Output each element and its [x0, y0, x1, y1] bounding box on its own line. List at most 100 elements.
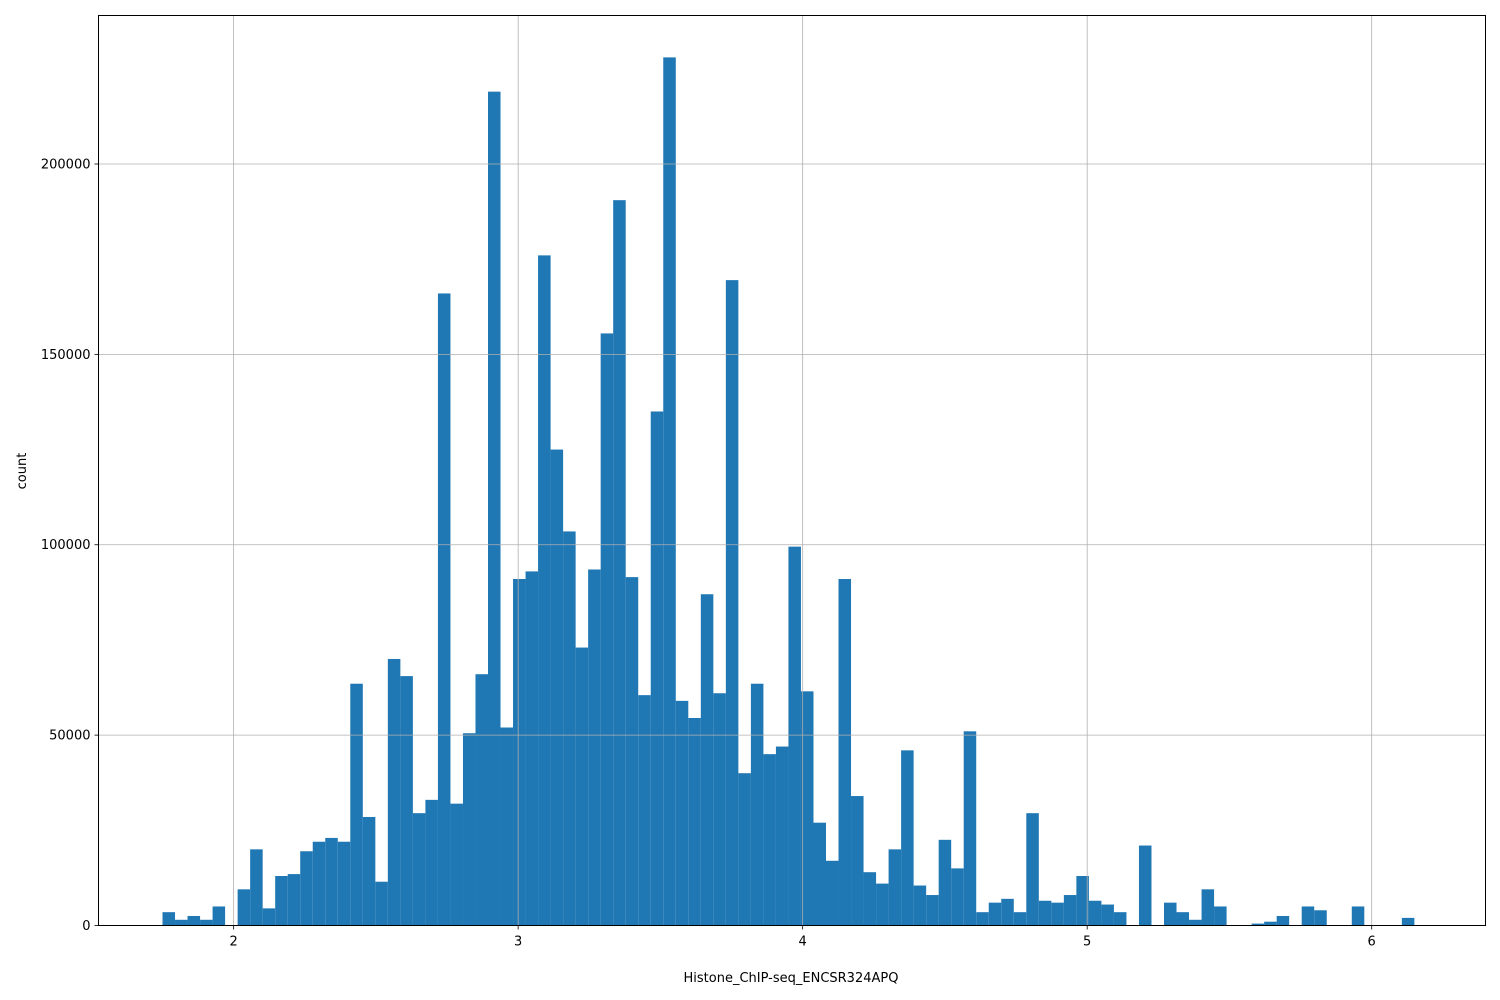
histogram-bar: [162, 912, 176, 926]
histogram-bar: [1138, 845, 1152, 926]
histogram-bar: [1314, 910, 1327, 926]
histogram-bar: [1251, 923, 1265, 926]
histogram-bar: [275, 876, 288, 926]
histogram-bar: [1164, 902, 1177, 926]
histogram-bar: [437, 293, 451, 926]
histogram-bar: [1026, 813, 1039, 926]
histogram-bar: [200, 919, 213, 926]
histogram-bar: [1264, 921, 1277, 926]
histogram-bar: [1113, 912, 1127, 926]
histogram-bar: [988, 902, 1002, 926]
histogram-bar: [813, 822, 826, 926]
histogram-bar: [400, 676, 413, 926]
histogram-bar: [675, 700, 689, 926]
plot-frame: [98, 15, 1486, 926]
histogram-bar: [1301, 906, 1315, 926]
histogram-bar: [750, 683, 764, 926]
histogram-bar: [863, 872, 877, 926]
histogram-bar: [1214, 906, 1227, 926]
y-tick-label: 50000: [49, 729, 90, 744]
histogram-bar: [362, 816, 376, 926]
y-tick-label: 150000: [41, 348, 91, 363]
histogram-bar: [963, 731, 977, 926]
histogram-bar: [638, 695, 651, 926]
histogram-bar: [337, 841, 351, 926]
histogram-bar: [876, 883, 889, 926]
histogram-bar: [1001, 898, 1014, 926]
histogram-bar: [462, 733, 476, 926]
histogram-bar: [926, 895, 939, 926]
histogram-bar: [901, 750, 914, 926]
histogram-bar: [613, 200, 626, 926]
histogram-bar: [951, 868, 964, 926]
histogram-bar: [650, 411, 664, 926]
histogram-bar: [287, 874, 301, 926]
histogram-bar: [237, 889, 251, 926]
histogram-bar: [312, 841, 326, 926]
histogram-bar: [487, 91, 501, 926]
x-axis-label: Histone_ChIP-seq_ENCSR324APQ: [684, 971, 899, 986]
histogram-bar: [713, 693, 726, 926]
histogram-bar: [1063, 895, 1077, 926]
histogram-bar: [738, 773, 751, 926]
histogram-bar: [976, 912, 989, 926]
histogram-bar: [450, 803, 463, 926]
histogram-bar: [563, 531, 576, 926]
x-tick-label: 3: [514, 935, 522, 950]
histogram-bar: [1401, 917, 1415, 926]
histogram-bar: [1038, 900, 1052, 926]
histogram-bar: [800, 691, 814, 926]
histogram-bar: [187, 915, 201, 926]
histogram-bar: [575, 647, 589, 926]
histogram-bar: [913, 885, 927, 926]
x-tick-label: 6: [1368, 935, 1376, 950]
histogram-bar: [1351, 906, 1365, 926]
histogram-bar: [938, 839, 952, 926]
histogram-bar: [888, 849, 902, 926]
y-tick-label: 200000: [41, 157, 91, 172]
histogram-bar: [475, 674, 488, 926]
histogram-bar: [525, 571, 539, 926]
histogram-bar: [838, 579, 852, 926]
histogram-bar: [250, 849, 263, 926]
histogram-bar: [425, 799, 438, 926]
grid-lines: [98, 15, 1486, 926]
histogram-bar: [412, 813, 426, 926]
histogram-bars: [162, 57, 1415, 926]
x-tick-label: 2: [230, 935, 238, 950]
histogram-bar: [212, 906, 226, 926]
histogram-bar: [825, 860, 839, 926]
histogram-bar: [1088, 900, 1102, 926]
histogram-bar: [1051, 902, 1064, 926]
histogram-bar: [1076, 876, 1089, 926]
histogram-bar: [775, 746, 789, 926]
histogram-bar: [700, 594, 714, 926]
histogram-bar: [600, 333, 614, 926]
histogram-bar: [1176, 912, 1190, 926]
histogram-bar: [588, 569, 601, 926]
histogram-bar: [513, 579, 526, 926]
histogram-bar: [851, 796, 864, 926]
histogram-bar: [375, 881, 388, 926]
histogram-bar: [1013, 912, 1027, 926]
histogram-bar: [300, 851, 313, 926]
histogram-bar: [763, 754, 776, 926]
histogram-bar: [788, 546, 801, 926]
histogram-bar: [387, 658, 401, 926]
histogram-bar: [325, 837, 338, 926]
histogram-bar: [262, 908, 276, 926]
histogram-bar: [550, 449, 564, 926]
histogram-bar: [1189, 919, 1202, 926]
histogram-bar: [175, 919, 188, 926]
histogram-bar: [538, 255, 551, 926]
histogram-bar: [1101, 904, 1114, 926]
y-axis-label: count: [15, 453, 30, 490]
histogram-bar: [350, 683, 363, 926]
histogram-bar: [500, 727, 514, 926]
histogram-bar: [1276, 915, 1290, 926]
y-tick-label: 0: [82, 919, 90, 934]
histogram-bar: [688, 717, 701, 926]
histogram-bar: [1201, 889, 1215, 926]
x-tick-label: 4: [799, 935, 807, 950]
